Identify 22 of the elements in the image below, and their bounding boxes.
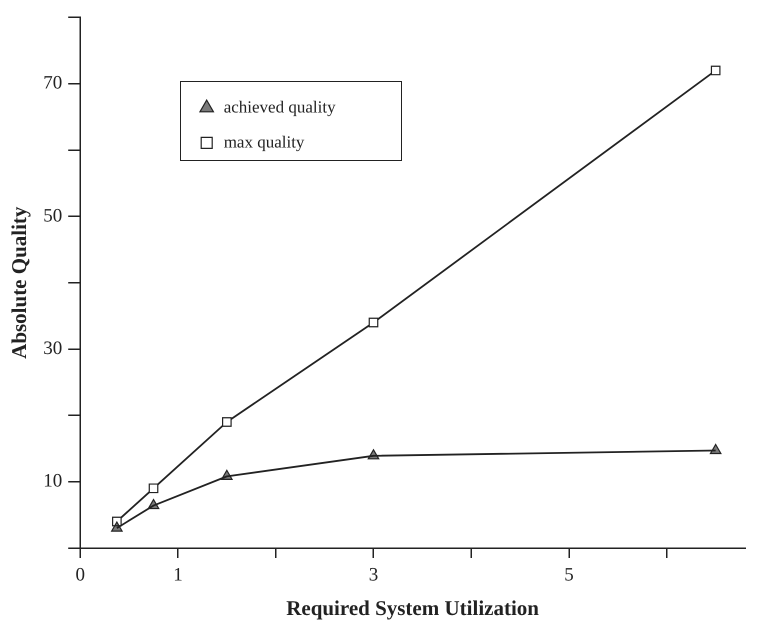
- y-tick-label: 10: [43, 470, 62, 492]
- x-tick-label: 0: [75, 564, 85, 586]
- x-tick-label: 3: [368, 564, 378, 586]
- y-axis-title: Absolute Quality: [7, 206, 32, 359]
- point: [710, 444, 722, 454]
- y-tick-label: 70: [43, 72, 62, 94]
- point: [368, 318, 378, 328]
- legend-label: achieved quality: [224, 97, 336, 116]
- point: [148, 498, 160, 510]
- y-tick-label: 50: [43, 205, 62, 226]
- point: [222, 417, 232, 427]
- point: [710, 66, 721, 76]
- x-tick-label: 5: [564, 564, 574, 586]
- point: [221, 470, 233, 480]
- point: [148, 483, 158, 494]
- x-axis-title: Required System Utilization: [286, 596, 540, 620]
- point: [111, 522, 123, 532]
- point: [368, 449, 380, 460]
- x-tick-label: 1: [173, 564, 183, 586]
- legend-label: max quality: [224, 132, 305, 152]
- y-tick-label: 30: [43, 338, 62, 360]
- point: [112, 516, 122, 526]
